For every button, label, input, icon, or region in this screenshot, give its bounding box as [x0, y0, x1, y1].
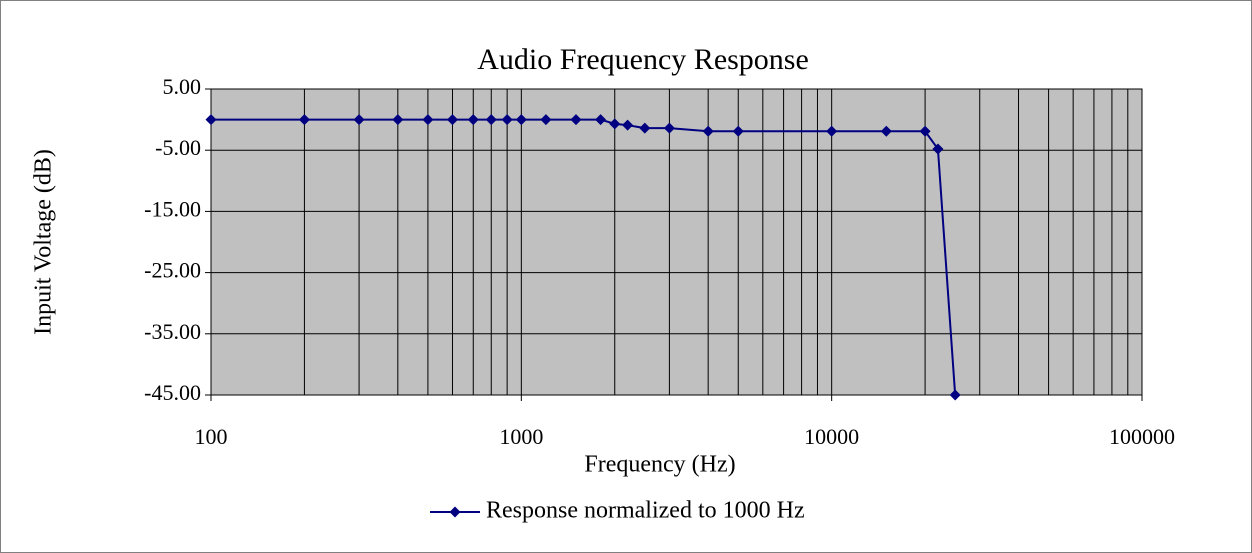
plot-border [210, 88, 1143, 396]
x-tick-label: 100 [195, 424, 228, 449]
data-point [595, 114, 607, 126]
legend-label: Response normalized to 1000 Hz [486, 498, 805, 524]
y-tick-label: 5.00 [163, 74, 202, 99]
y-tick-label: -25.00 [144, 258, 201, 283]
y-tick-label: -15.00 [144, 196, 201, 221]
data-point [501, 114, 513, 126]
data-point [609, 118, 621, 130]
legend-marker [449, 506, 461, 518]
data-point [446, 114, 458, 126]
x-tick-label: 1000 [499, 424, 543, 449]
data-point [932, 143, 944, 155]
data-point [205, 114, 217, 126]
chart-title: Audio Frequency Response [477, 43, 809, 76]
data-point [639, 122, 651, 134]
x-axis-label: Frequency (Hz) [584, 452, 735, 478]
data-point [919, 125, 931, 137]
x-tick-label: 10000 [804, 424, 859, 449]
data-point [663, 122, 675, 134]
y-axis-label: Inpuit Voltage (dB) [31, 149, 57, 335]
data-point [732, 125, 744, 137]
data-point [392, 114, 404, 126]
y-tick-label: -5.00 [155, 135, 201, 160]
data-point [702, 125, 714, 137]
data-point [540, 114, 552, 126]
data-point [485, 114, 497, 126]
data-point [422, 114, 434, 126]
data-point [570, 114, 582, 126]
y-tick-label: -45.00 [144, 380, 201, 405]
data-point [622, 119, 634, 131]
data-point [826, 125, 838, 137]
x-tick-label: 100000 [1109, 424, 1175, 449]
data-point [298, 114, 310, 126]
y-tick-label: -35.00 [144, 319, 201, 344]
data-point [515, 114, 527, 126]
data-point [467, 114, 479, 126]
data-point [880, 125, 892, 137]
plot-area [211, 89, 1142, 395]
data-point [949, 389, 961, 401]
data-point [353, 114, 365, 126]
